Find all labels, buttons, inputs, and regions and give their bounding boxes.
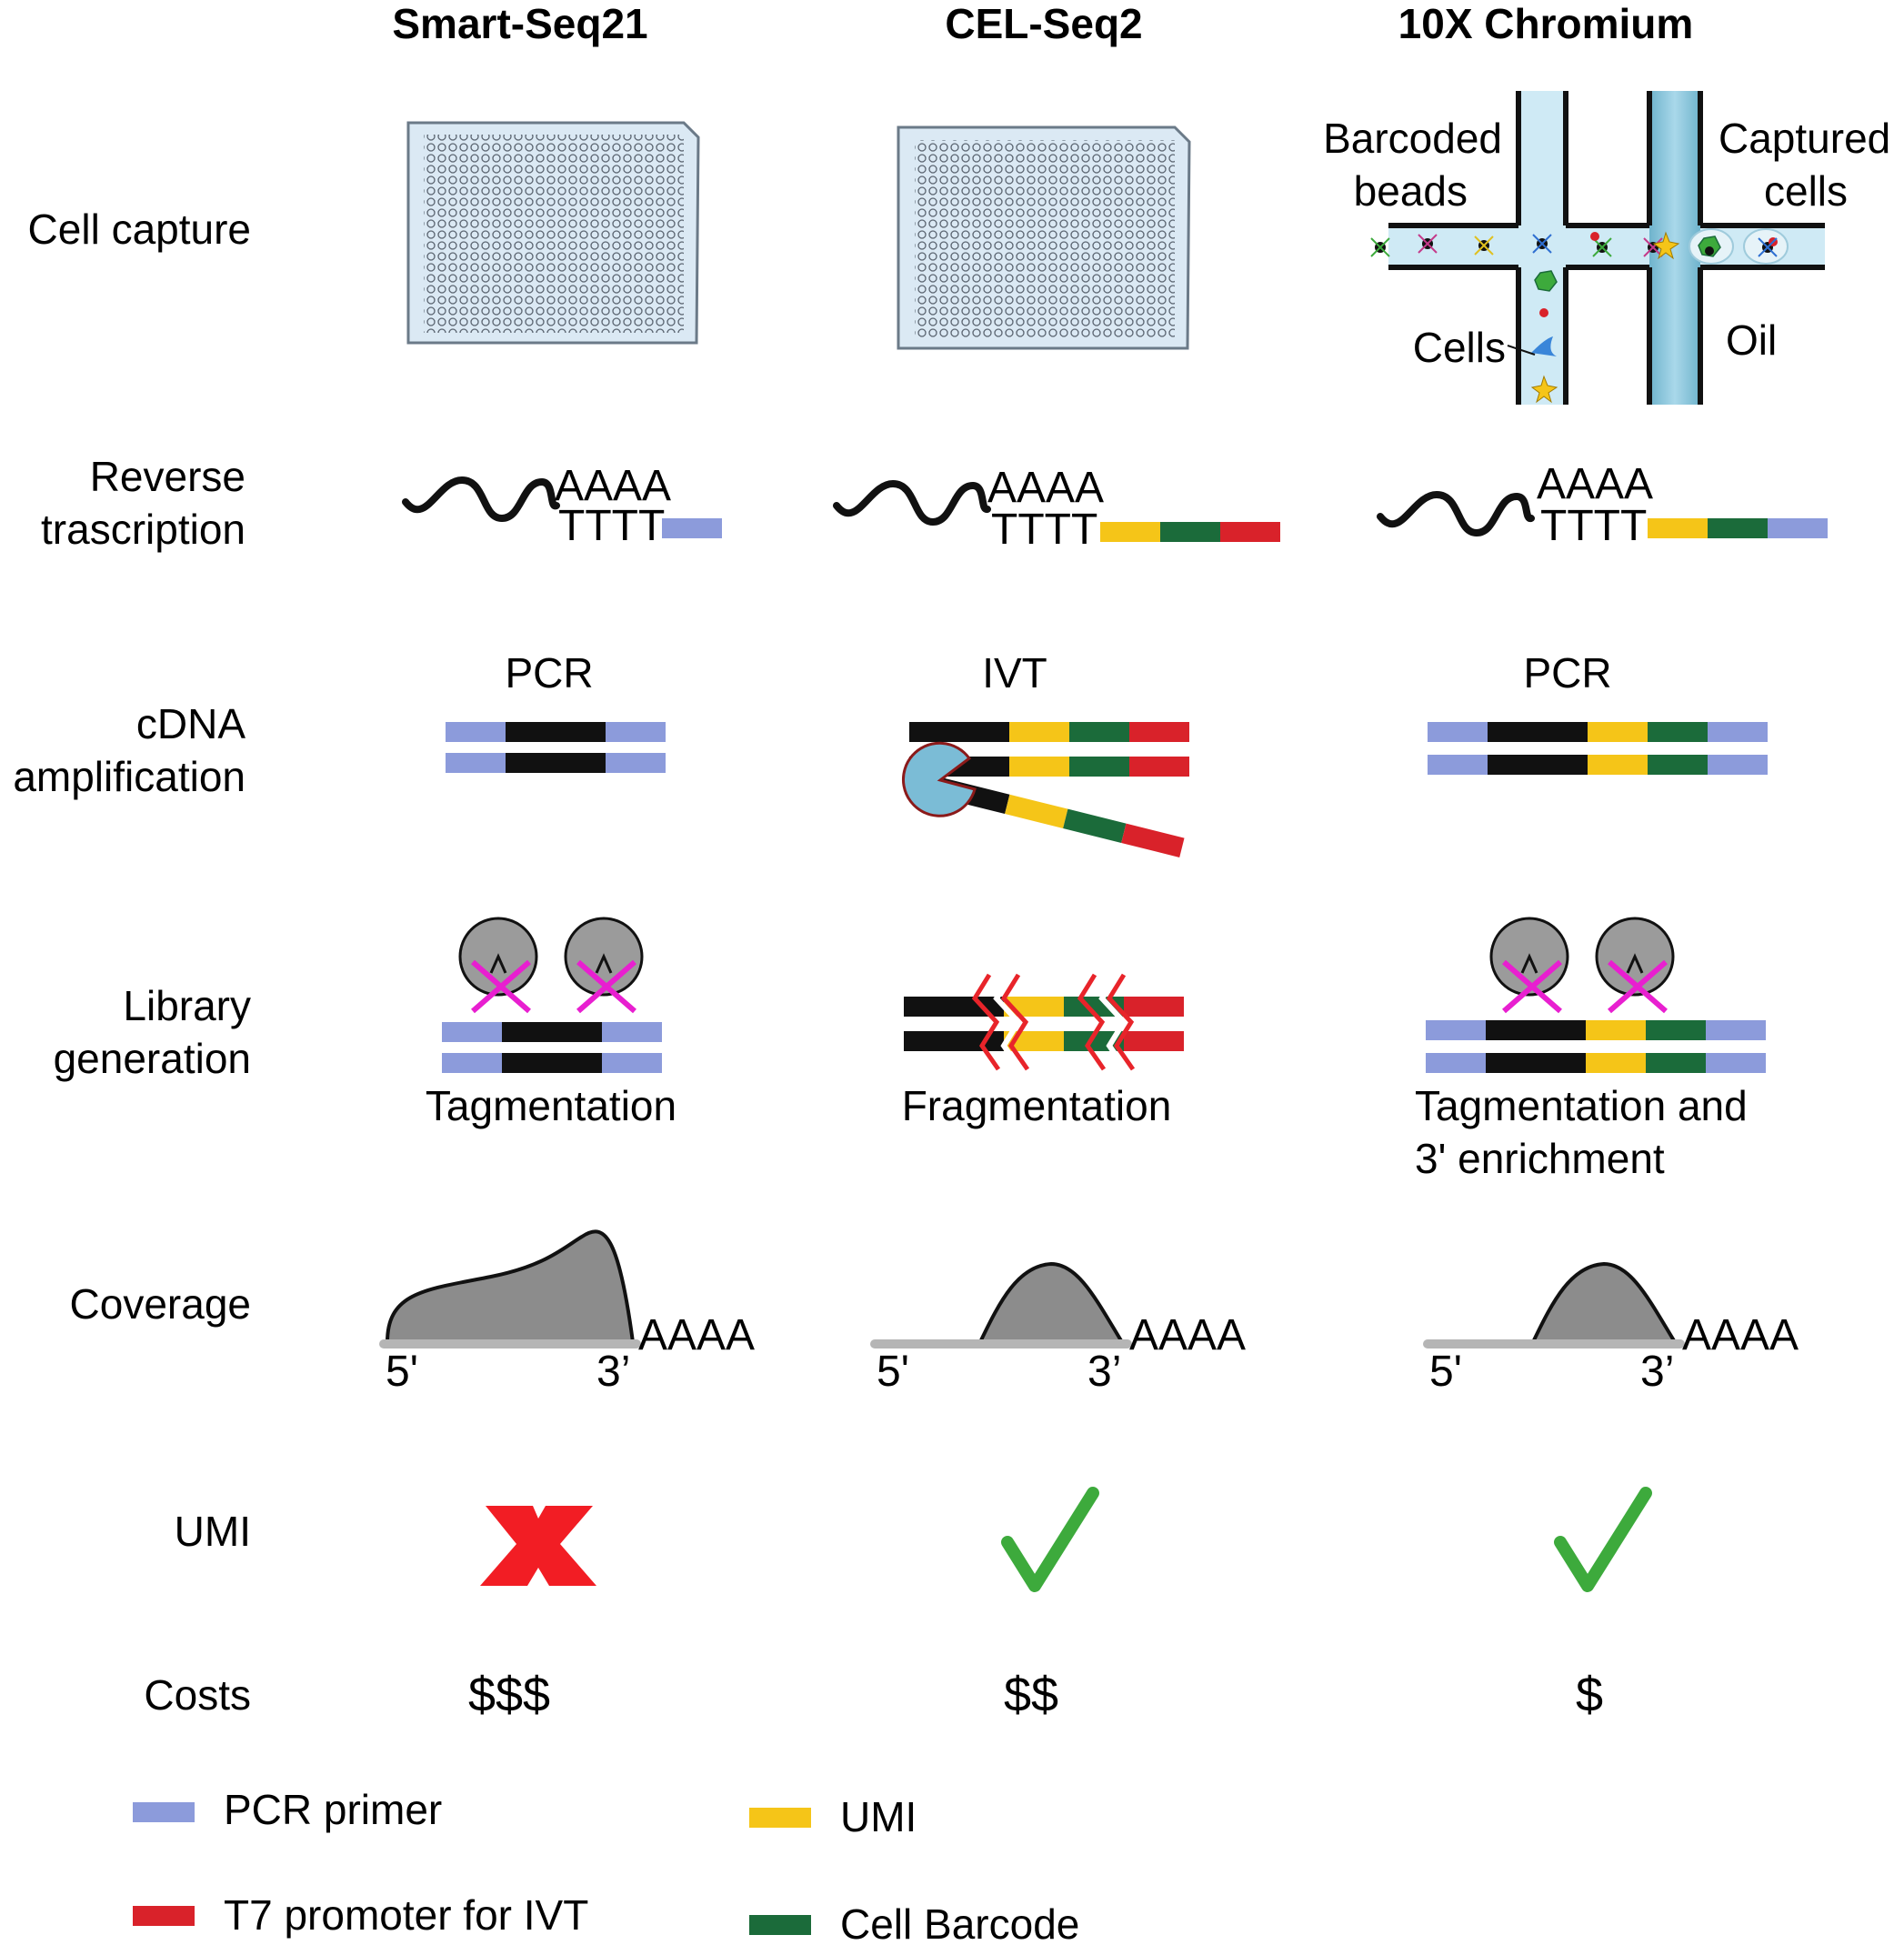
rt-smartseq: AAAA TTTT bbox=[402, 462, 722, 550]
legend-label: T7 promoter for IVT bbox=[224, 1891, 588, 1939]
legend-label: Cell Barcode bbox=[840, 1900, 1079, 1948]
three-prime-label: 3’ bbox=[596, 1348, 630, 1396]
polyT-label: TTTT bbox=[558, 502, 665, 550]
polyA-label: AAAA bbox=[638, 1311, 755, 1359]
label-oil: Oil bbox=[1726, 316, 1777, 364]
three-prime-label: 3’ bbox=[1087, 1348, 1121, 1396]
amp-method-smartseq: PCR bbox=[505, 649, 593, 697]
legend-swatch bbox=[133, 1802, 195, 1822]
amp-method-10x: PCR bbox=[1523, 649, 1611, 697]
microfluidic-chip-10x: Barcoded beads Captured cells Cells Oil bbox=[1323, 91, 1890, 405]
well-plate-smartseq bbox=[406, 121, 700, 345]
row-label-rt-line1: Reverse bbox=[90, 453, 246, 500]
label-captured-cells-line1: Captured bbox=[1719, 115, 1890, 162]
fragmentation-celseq bbox=[904, 973, 1184, 1071]
cost-10x: $ bbox=[1576, 1668, 1603, 1722]
row-label-amp-line1: cDNA bbox=[136, 700, 246, 747]
legend: PCR primer UMI T7 promoter for IVT Cell … bbox=[133, 1786, 1079, 1948]
tagmentation-10x bbox=[1426, 917, 1766, 1073]
library-method-celseq: Fragmentation bbox=[902, 1082, 1172, 1129]
amplified-cdna-10x bbox=[1428, 722, 1768, 775]
cells-icon bbox=[1530, 270, 1558, 404]
label-cells: Cells bbox=[1413, 324, 1506, 371]
segment-pcr-primer bbox=[1768, 518, 1828, 538]
row-label-coverage: Coverage bbox=[70, 1280, 251, 1328]
coverage-10x: 5' 3’ AAAA bbox=[1423, 1261, 1799, 1396]
umi-celseq-check-icon bbox=[1001, 1487, 1099, 1592]
polyA-label: AAAA bbox=[1537, 460, 1653, 508]
coverage-smartseq: 5' 3’ AAAA bbox=[379, 1229, 755, 1396]
polyA-label: AAAA bbox=[555, 462, 671, 510]
coverage-celseq: 5' 3’ AAAA bbox=[870, 1261, 1246, 1396]
rt-10x: AAAA TTTT bbox=[1377, 460, 1828, 550]
segment-pcr-primer bbox=[662, 518, 722, 538]
cost-celseq: $$ bbox=[1004, 1668, 1058, 1722]
legend-label: PCR primer bbox=[224, 1786, 442, 1833]
legend-swatch bbox=[133, 1906, 195, 1926]
rt-celseq: AAAA TTTT bbox=[833, 464, 1280, 554]
umi-10x-check-icon bbox=[1554, 1487, 1652, 1592]
column-header-celseq: CEL-Seq2 bbox=[945, 0, 1142, 47]
segment-umi bbox=[1100, 522, 1160, 542]
label-captured-cells-line2: cells bbox=[1764, 167, 1848, 215]
three-prime-label: 3’ bbox=[1640, 1348, 1674, 1396]
amplified-cdna-smartseq bbox=[446, 722, 666, 773]
segment-cell-barcode bbox=[1708, 518, 1768, 538]
legend-item-pcr-primer: PCR primer bbox=[133, 1786, 442, 1833]
five-prime-label: 5' bbox=[877, 1348, 909, 1396]
legend-swatch bbox=[749, 1808, 811, 1828]
label-barcoded-beads-line2: beads bbox=[1354, 167, 1468, 215]
legend-item-cell-barcode: Cell Barcode bbox=[749, 1900, 1079, 1948]
row-label-costs: Costs bbox=[144, 1671, 251, 1719]
row-label-amp-line2: amplification bbox=[13, 753, 246, 800]
five-prime-label: 5' bbox=[1429, 1348, 1462, 1396]
library-method-10x-line1: Tagmentation and bbox=[1415, 1082, 1748, 1129]
legend-swatch bbox=[749, 1915, 811, 1935]
cost-smartseq: $$$ bbox=[468, 1668, 550, 1722]
polyA-label: AAAA bbox=[1682, 1311, 1799, 1359]
tagmentation-smartseq bbox=[442, 917, 662, 1073]
legend-label: UMI bbox=[840, 1793, 917, 1840]
row-label-lib-line2: generation bbox=[54, 1035, 251, 1082]
polyT-label: TTTT bbox=[991, 506, 1097, 554]
polyA-label: AAAA bbox=[987, 464, 1104, 512]
label-barcoded-beads-line1: Barcoded bbox=[1323, 115, 1502, 162]
library-method-smartseq: Tagmentation bbox=[426, 1082, 676, 1129]
row-label-lib-line1: Library bbox=[123, 982, 251, 1029]
barcoded-beads-icon bbox=[1370, 231, 1778, 260]
amp-method-celseq: IVT bbox=[982, 649, 1047, 697]
segment-cell-barcode bbox=[1160, 522, 1220, 542]
row-label-cell-capture: Cell capture bbox=[28, 206, 251, 253]
legend-item-t7-promoter: T7 promoter for IVT bbox=[133, 1891, 588, 1939]
rna-polymerase-icon bbox=[901, 741, 977, 817]
umi-smartseq-cross-icon bbox=[480, 1506, 596, 1586]
polyT-label: TTTT bbox=[1540, 502, 1647, 550]
polyA-label: AAAA bbox=[1129, 1311, 1246, 1359]
segment-t7-promoter bbox=[1220, 522, 1280, 542]
segment-umi bbox=[1648, 518, 1708, 538]
well-plate-celseq bbox=[897, 125, 1191, 350]
row-label-rt-line2: trascription bbox=[41, 506, 246, 553]
legend-item-umi: UMI bbox=[749, 1793, 917, 1840]
column-header-10x: 10X Chromium bbox=[1398, 0, 1694, 47]
amplified-cdna-celseq bbox=[901, 722, 1189, 857]
five-prime-label: 5' bbox=[386, 1348, 418, 1396]
library-method-10x-line2: 3' enrichment bbox=[1415, 1135, 1665, 1182]
column-header-smartseq: Smart-Seq21 bbox=[392, 0, 647, 47]
row-label-umi: UMI bbox=[175, 1508, 251, 1555]
